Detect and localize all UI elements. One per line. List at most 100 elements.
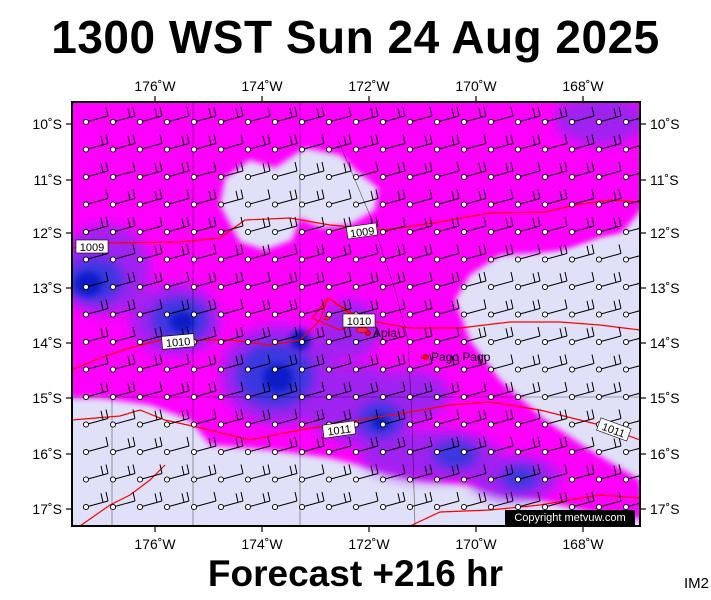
- wind-barb: [406, 464, 433, 483]
- wind-barb: [325, 134, 352, 153]
- wind-barb: [190, 354, 217, 373]
- wind-barb: [460, 189, 487, 208]
- wind-barb: [136, 436, 163, 456]
- wind-barb: [244, 436, 271, 456]
- wind-barb: [595, 381, 622, 401]
- wind-barb: [433, 189, 460, 208]
- wind-barb: [514, 354, 541, 373]
- wind-barb: [568, 106, 595, 126]
- wind-barb: [406, 491, 433, 511]
- wind-barb: [406, 436, 433, 456]
- wind-barb: [352, 464, 379, 483]
- wind-barb: [217, 271, 244, 291]
- wind-barb: [244, 409, 271, 428]
- wind-barb: [595, 106, 622, 126]
- wind-barb: [487, 189, 514, 208]
- wind-barb: [109, 381, 136, 401]
- wind-barb: [433, 134, 460, 153]
- wind-barb: [352, 436, 379, 456]
- wind-barb: [379, 326, 406, 346]
- wind-barb: [217, 381, 244, 401]
- wind-barb: [568, 409, 595, 428]
- wind-barb: [541, 299, 568, 318]
- wind-barb: [244, 326, 271, 346]
- wind-barb: [487, 491, 514, 511]
- wind-barb: [595, 326, 622, 346]
- wind-barb: [514, 464, 541, 483]
- lon-tick-label: 176˚W: [134, 536, 176, 552]
- wind-barb: [460, 464, 487, 483]
- wind-barb: [163, 491, 190, 511]
- wind-barb: [298, 491, 325, 511]
- wind-barb: [352, 161, 379, 181]
- wind-barb: [595, 271, 622, 291]
- wind-barb: [325, 161, 352, 181]
- wind-barb: [298, 381, 325, 401]
- wind-barb: [163, 134, 190, 153]
- wind-barb: [163, 381, 190, 401]
- wind-barb: [298, 271, 325, 291]
- tick-marks: [66, 96, 646, 532]
- wind-barb: [568, 244, 595, 263]
- wind-barb: [487, 216, 514, 236]
- wind-barb: [136, 134, 163, 153]
- wind-barb: [325, 354, 352, 373]
- wind-barb: [487, 271, 514, 291]
- wind-barb: [514, 326, 541, 346]
- wind-barb: [487, 381, 514, 401]
- place-pago-pago: Pago Pago: [431, 350, 491, 364]
- pago-pago-marker: [423, 354, 429, 360]
- wind-barb: [622, 310, 640, 318]
- isobar-label: 1009: [349, 225, 375, 240]
- wind-barb: [217, 161, 244, 181]
- wind-barb: [109, 299, 136, 318]
- wind-barb: [217, 299, 244, 318]
- wind-barb: [622, 255, 640, 263]
- wind-barb: [433, 409, 460, 428]
- lon-tick-label: 170˚W: [455, 78, 497, 94]
- wind-barb: [568, 326, 595, 346]
- wind-barb: [487, 134, 514, 153]
- wind-barb: [379, 271, 406, 291]
- wind-barb: [568, 354, 595, 373]
- wind-barb: [163, 106, 190, 126]
- wind-barb: [379, 189, 406, 208]
- wind-barb: [460, 381, 487, 401]
- wind-barb: [379, 354, 406, 373]
- wind-barb: [460, 106, 487, 126]
- wind-barb: [541, 244, 568, 263]
- wind-barb: [325, 106, 352, 126]
- wind-barb: [109, 244, 136, 263]
- wind-barb: [271, 381, 298, 401]
- isobar-labels: 1009 1009 1010 1010 1011 1011: [75, 222, 632, 442]
- wind-barb: [109, 106, 136, 126]
- wind-barb: [136, 381, 163, 401]
- wind-barb: [595, 491, 622, 511]
- lat-labels-left: 10˚S 11˚S 12˚S 13˚S 14˚S 15˚S 16˚S 17˚S: [32, 116, 62, 517]
- wind-barb: [271, 216, 298, 236]
- wind-barb: [298, 244, 325, 263]
- wind-barb: [541, 271, 568, 291]
- wind-barb: [514, 106, 541, 126]
- wind-barb: [514, 134, 541, 153]
- wind-barb: [271, 491, 298, 511]
- lon-tick-label: 174˚W: [241, 536, 283, 552]
- wind-barb: [487, 354, 514, 373]
- wind-barb: [190, 189, 217, 208]
- wind-barb: [568, 491, 595, 511]
- wind-barb: [406, 161, 433, 181]
- lat-tick-label: 13˚S: [650, 280, 680, 296]
- lat-tick-label: 11˚S: [650, 172, 679, 188]
- wind-barb: [82, 381, 109, 401]
- wind-barb: [109, 134, 136, 153]
- wind-barb: [244, 216, 271, 236]
- wind-barb: [514, 189, 541, 208]
- isobar-label: 1011: [327, 423, 352, 438]
- wind-barb: [352, 134, 379, 153]
- wind-barb: [352, 491, 379, 511]
- wind-barb: [136, 161, 163, 181]
- wind-barb: [271, 161, 298, 181]
- lat-tick-label: 15˚S: [32, 390, 62, 406]
- lon-tick-label: 168˚W: [562, 536, 604, 552]
- wind-barb: [568, 381, 595, 401]
